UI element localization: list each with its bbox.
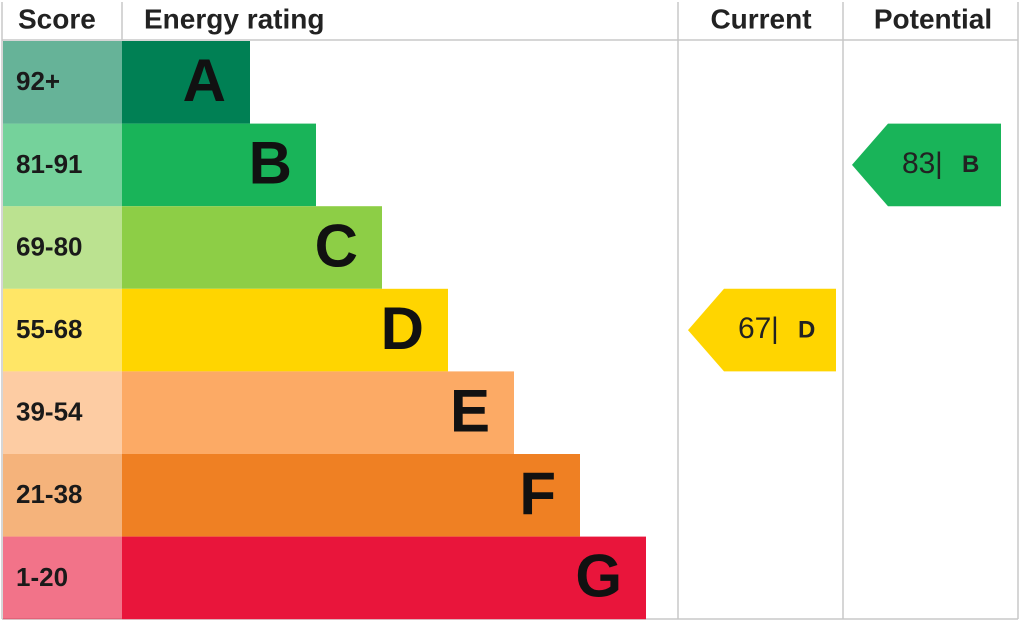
score-label: 55-68 [16, 314, 83, 344]
score-cell [3, 536, 122, 620]
rating-header: Energy rating [144, 3, 324, 34]
rating-letter: F [519, 460, 556, 527]
rating-bar [122, 288, 448, 372]
rating-bar [122, 454, 580, 537]
rating-letter: D [381, 295, 424, 362]
potential-arrow [852, 123, 1001, 207]
score-cell [3, 371, 122, 454]
score-label: 81-91 [16, 149, 83, 179]
score-label: 92+ [16, 66, 60, 96]
rating-letter: G [575, 543, 622, 610]
rating-letter: A [183, 47, 226, 114]
score-label: 39-54 [16, 397, 83, 427]
potential-separator: | [935, 147, 943, 180]
potential-value: 83 [902, 147, 935, 180]
score-label: 69-80 [16, 231, 83, 261]
rating-letter: C [315, 212, 358, 279]
rating-bar [122, 41, 250, 124]
current-value: 67 [738, 312, 771, 345]
rating-bar [122, 123, 316, 207]
current-rating: D [798, 316, 815, 343]
current-arrow [688, 288, 836, 372]
score-cell [3, 41, 122, 124]
rating-letter: E [450, 378, 490, 445]
current-header: Current [710, 3, 811, 34]
score-label: 1-20 [16, 562, 68, 592]
score-cell [3, 288, 122, 372]
score-header: Score [18, 3, 96, 34]
score-cell [3, 454, 122, 537]
score-cell [3, 123, 122, 207]
rating-bar [122, 206, 382, 289]
current-separator: | [771, 312, 779, 345]
rating-letter: B [249, 130, 292, 197]
potential-rating: B [962, 151, 979, 178]
score-label: 21-38 [16, 479, 83, 509]
potential-header: Potential [874, 3, 992, 34]
score-cell [3, 206, 122, 289]
rating-bar [122, 371, 514, 454]
rating-bar [122, 536, 646, 620]
